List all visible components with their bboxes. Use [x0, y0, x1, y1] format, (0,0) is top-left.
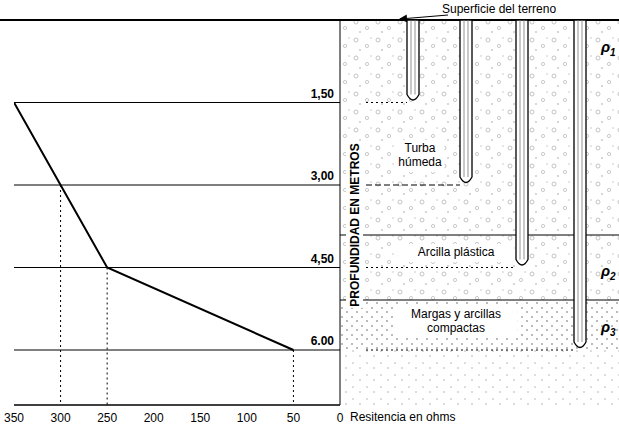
svg-text:150: 150 [190, 411, 210, 425]
svg-text:Turba: Turba [405, 141, 436, 155]
svg-text:6.00: 6.00 [311, 334, 335, 348]
svg-text:250: 250 [97, 411, 117, 425]
svg-text:350: 350 [4, 411, 24, 425]
svg-text:Superficie del terreno: Superficie del terreno [442, 2, 556, 16]
svg-text:50: 50 [287, 411, 301, 425]
svg-text:3,00: 3,00 [311, 169, 335, 183]
svg-text:Arcilla plástica: Arcilla plástica [418, 245, 495, 259]
svg-text:200: 200 [144, 411, 164, 425]
svg-text:PROFUNDIDAD EN METROS: PROFUNDIDAD EN METROS [348, 143, 362, 306]
svg-text:1,50: 1,50 [311, 87, 335, 101]
svg-text:Margas y arcillas: Margas y arcillas [411, 307, 501, 321]
svg-text:ρ1: ρ1 [600, 38, 616, 58]
svg-text:ρ2: ρ2 [600, 262, 616, 282]
svg-text:Resitencia en ohms: Resitencia en ohms [350, 410, 455, 424]
svg-text:húmeda: húmeda [398, 155, 442, 169]
svg-text:100: 100 [237, 411, 257, 425]
svg-text:4,50: 4,50 [311, 252, 335, 266]
svg-text:300: 300 [51, 411, 71, 425]
svg-text:compactas: compactas [427, 321, 485, 335]
svg-text:0: 0 [337, 411, 344, 425]
svg-text:ρ3: ρ3 [600, 318, 616, 338]
